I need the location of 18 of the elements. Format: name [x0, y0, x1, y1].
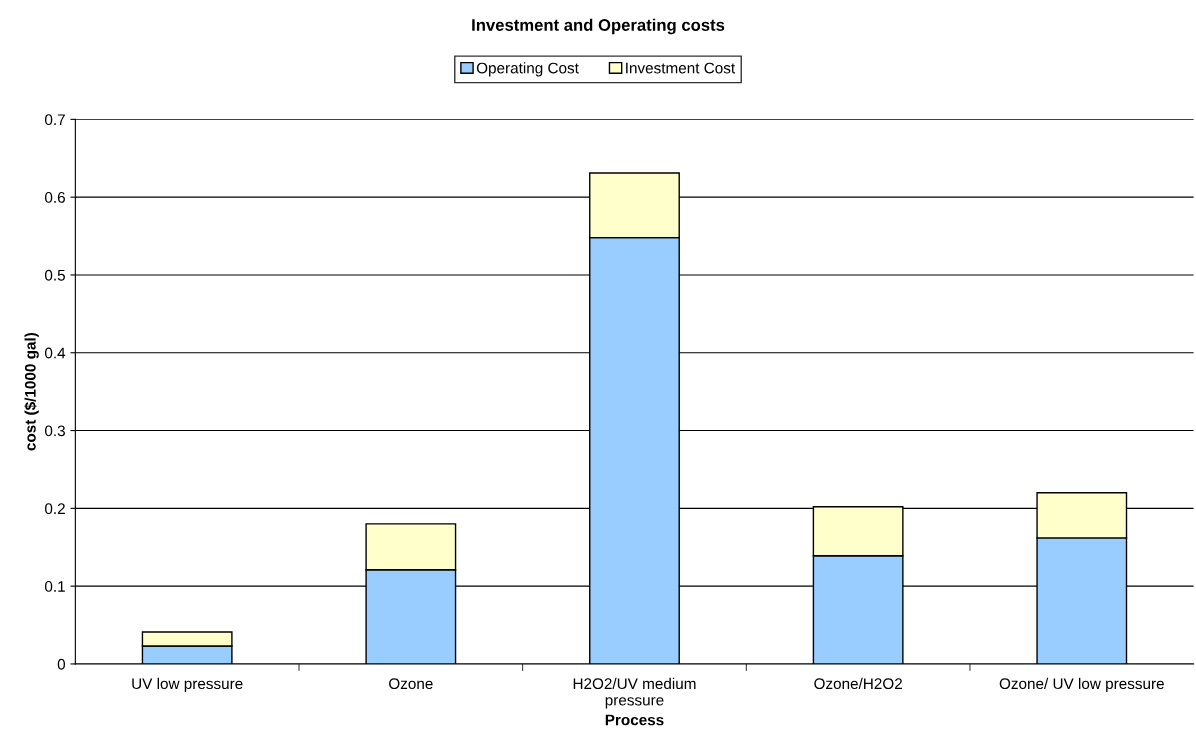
legend-label: Investment Cost	[626, 62, 736, 74]
y-tick-label: 0.2	[44, 503, 65, 515]
legend-label: Operating Cost	[476, 62, 579, 77]
y-tick-label: 0.1	[44, 581, 65, 592]
y-tick-label: 0.3	[44, 425, 65, 437]
x-tick-label: H2O2/UV medium pressure	[573, 677, 696, 709]
y-tick-label: 0.4	[44, 347, 66, 359]
y-tick-label: 0.7	[44, 114, 65, 126]
y-axis-title: cost ($/1000 gal)	[24, 332, 39, 451]
y-tick-label: 0	[57, 658, 66, 670]
x-tick-label: Ozone/ UV low pressure	[999, 677, 1164, 693]
y-tick-label: 0.6	[44, 192, 65, 203]
chart-title: Investment and Operating costs	[472, 18, 725, 35]
y-tick-label: 0.5	[44, 269, 65, 281]
x-tick-label: Ozone	[389, 678, 433, 690]
x-axis-title: Process	[605, 714, 664, 726]
x-tick-label: Ozone/H2O2	[814, 677, 902, 690]
x-tick-label: UV low pressure	[132, 677, 243, 693]
